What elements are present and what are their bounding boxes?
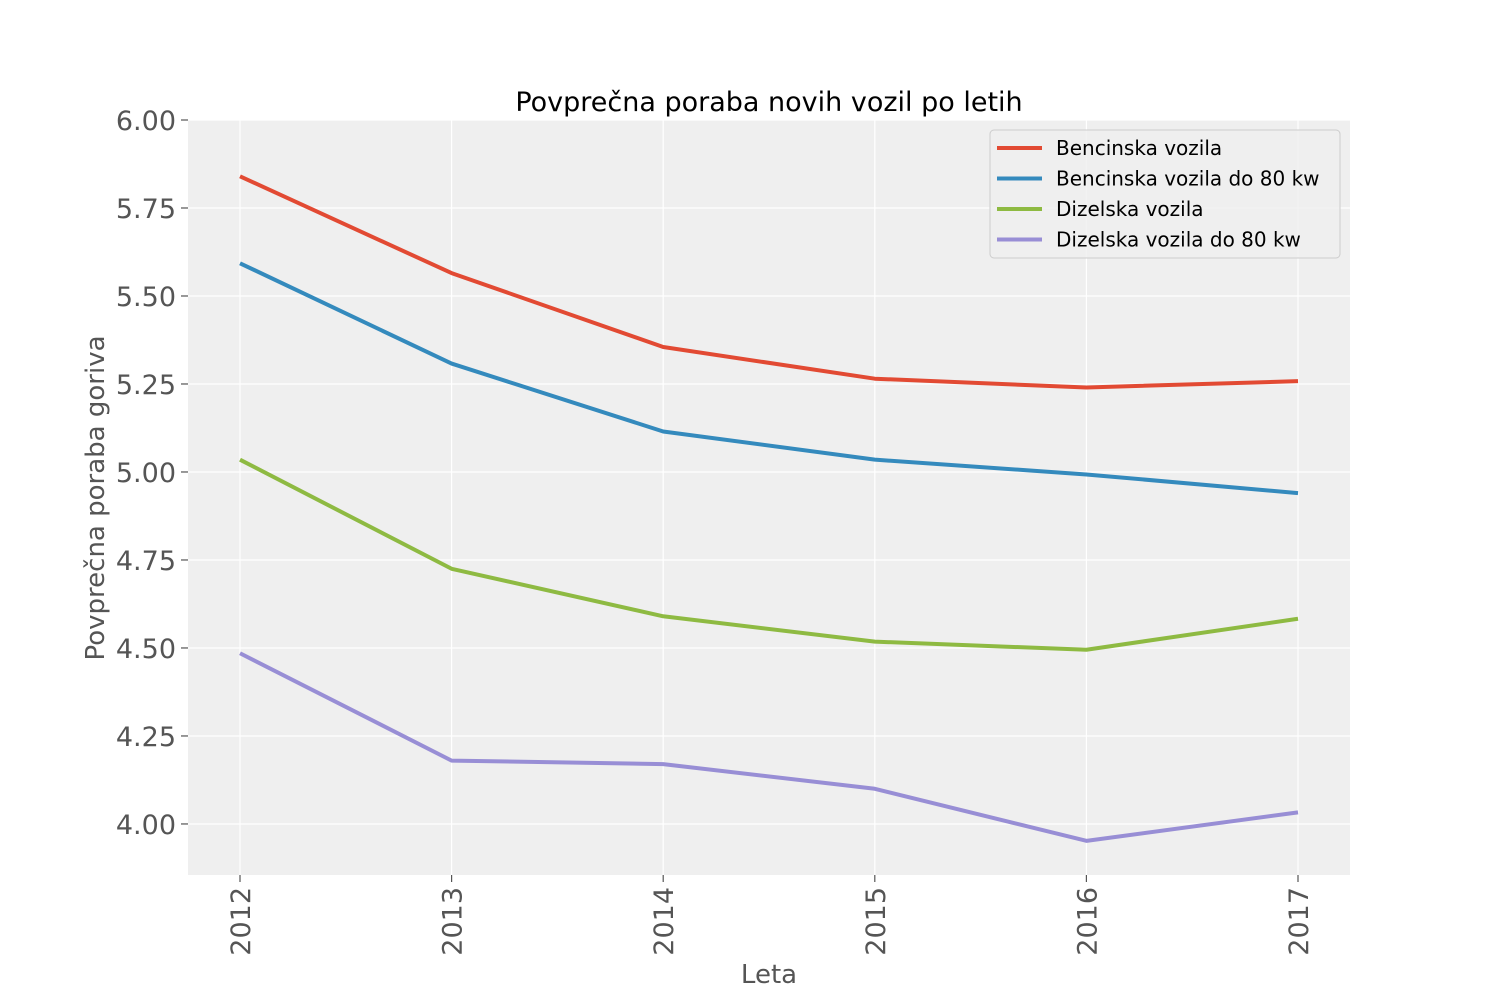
legend-label: Bencinska vozila bbox=[1056, 136, 1222, 160]
x-tick-label: 2015 bbox=[861, 887, 892, 956]
legend-label: Dizelska vozila bbox=[1056, 197, 1204, 221]
series-line bbox=[239, 457, 1299, 652]
series-line bbox=[239, 261, 1299, 496]
y-axis-label: Povprečna poraba goriva bbox=[81, 335, 111, 660]
y-tick-label: 4.25 bbox=[116, 722, 176, 753]
y-tick-label: 5.25 bbox=[116, 370, 176, 401]
y-tick-label: 5.50 bbox=[116, 282, 176, 313]
series-lines bbox=[239, 174, 1299, 843]
x-tick-label: 2014 bbox=[649, 887, 680, 956]
y-tick-label: 5.00 bbox=[116, 458, 176, 489]
x-tick-label: 2012 bbox=[226, 887, 257, 956]
x-tick-label: 2016 bbox=[1072, 887, 1103, 956]
x-tick-label: 2013 bbox=[438, 887, 469, 956]
legend-label: Dizelska vozila do 80 kw bbox=[1056, 228, 1301, 252]
chart-title: Povprečna poraba novih vozil po letih bbox=[515, 87, 1022, 118]
x-axis-label: Leta bbox=[741, 960, 797, 990]
series-line bbox=[239, 651, 1299, 843]
series-line bbox=[239, 174, 1299, 390]
legend-box bbox=[989, 129, 1341, 259]
y-tick-label: 4.00 bbox=[116, 810, 176, 841]
y-tick-label: 4.75 bbox=[116, 546, 176, 577]
legend: Bencinska vozila Bencinska vozila do 80 k… bbox=[989, 129, 1341, 259]
legend-label: Bencinska vozila do 80 kw bbox=[1056, 167, 1320, 191]
gridlines bbox=[188, 119, 1350, 875]
axes: 4.00 4.25 4.50 4.75 5.00 5.25 5.50 5.75 6.00 2012… bbox=[116, 106, 1315, 956]
y-tick-label: 6.00 bbox=[116, 106, 176, 137]
x-tick-label: 2017 bbox=[1284, 887, 1315, 956]
y-tick-label: 5.75 bbox=[116, 194, 176, 225]
y-tick-label: 4.50 bbox=[116, 634, 176, 665]
